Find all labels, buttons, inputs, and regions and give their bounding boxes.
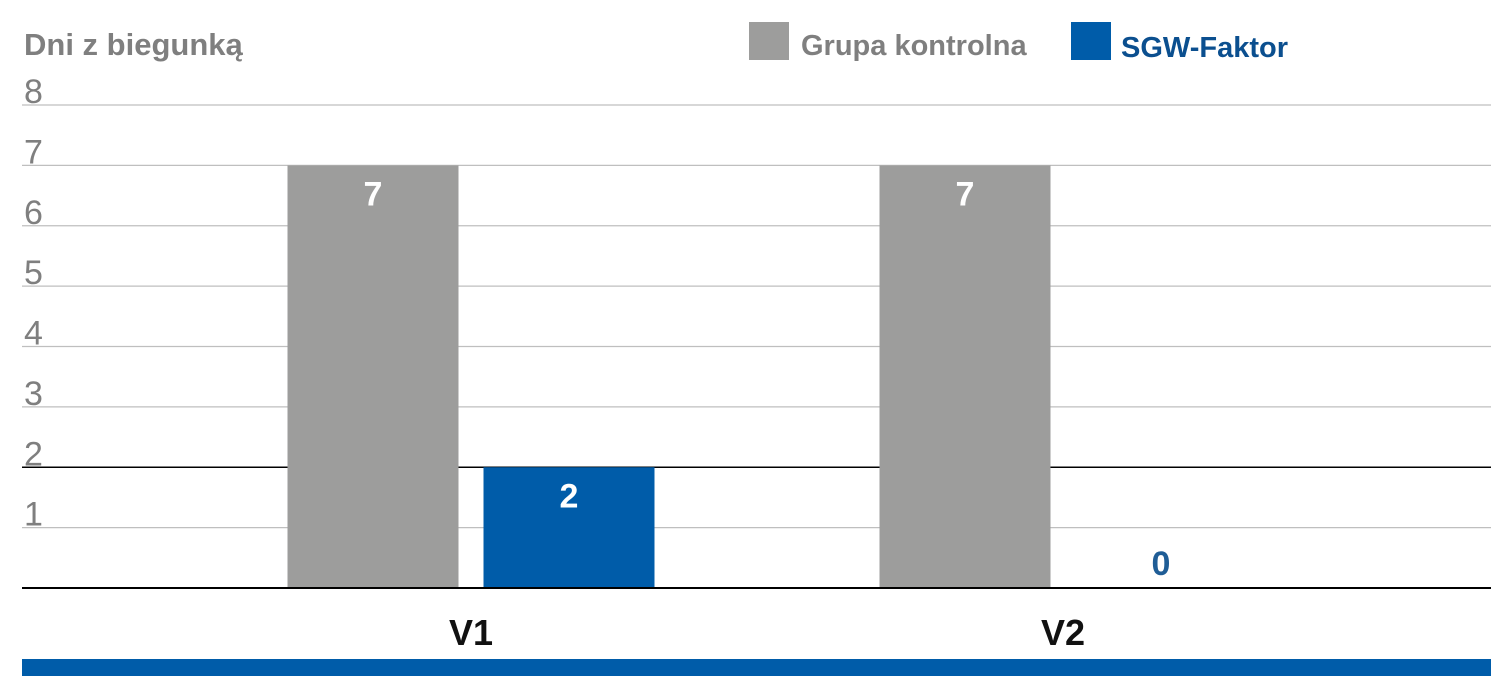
data-label-sgw-faktor-v2: 0 (1152, 545, 1171, 583)
x-tick-label-v2: V2 (1041, 612, 1085, 653)
legend-label-grupa-kontrolna: Grupa kontrolna (801, 30, 1027, 62)
y-tick-label-5: 5 (24, 254, 43, 292)
data-label-grupa-kontrolna-v1: 7 (364, 175, 383, 213)
legend-label-sgw-faktor: SGW-Faktor (1121, 32, 1288, 64)
legend-swatch-sgw-faktor (1071, 22, 1111, 60)
bar-grupa-kontrolna-v1 (287, 165, 459, 588)
gridlines (22, 104, 1491, 529)
y-tick-label-6: 6 (24, 194, 43, 232)
legend: Grupa kontrolna SGW-Faktor (749, 22, 1288, 64)
y-axis-label: Dni z biegunką (24, 27, 244, 62)
y-tick-label-3: 3 (24, 375, 43, 413)
y-tick-label-1: 1 (24, 496, 43, 534)
data-label-grupa-kontrolna-v2: 7 (956, 175, 975, 213)
y-tick-label-7: 7 (24, 133, 43, 171)
y-axis-ticks: 1 2 3 4 5 6 7 8 (24, 73, 43, 534)
x-axis-ticks: V1 V2 (449, 612, 1085, 653)
bar-sgw-faktor-v1 (483, 467, 655, 588)
y-tick-label-8: 8 (24, 73, 43, 111)
bars (287, 165, 1051, 588)
legend-swatch-grupa-kontrolna (749, 22, 789, 60)
data-labels: 7 2 7 0 (364, 175, 1171, 583)
bar-grupa-kontrolna-v2 (879, 165, 1051, 588)
y-tick-label-4: 4 (24, 315, 43, 353)
data-label-sgw-faktor-v1: 2 (560, 477, 579, 515)
y-tick-label-2: 2 (24, 435, 43, 473)
x-tick-label-v1: V1 (449, 612, 493, 653)
footer-bar (22, 659, 1491, 676)
